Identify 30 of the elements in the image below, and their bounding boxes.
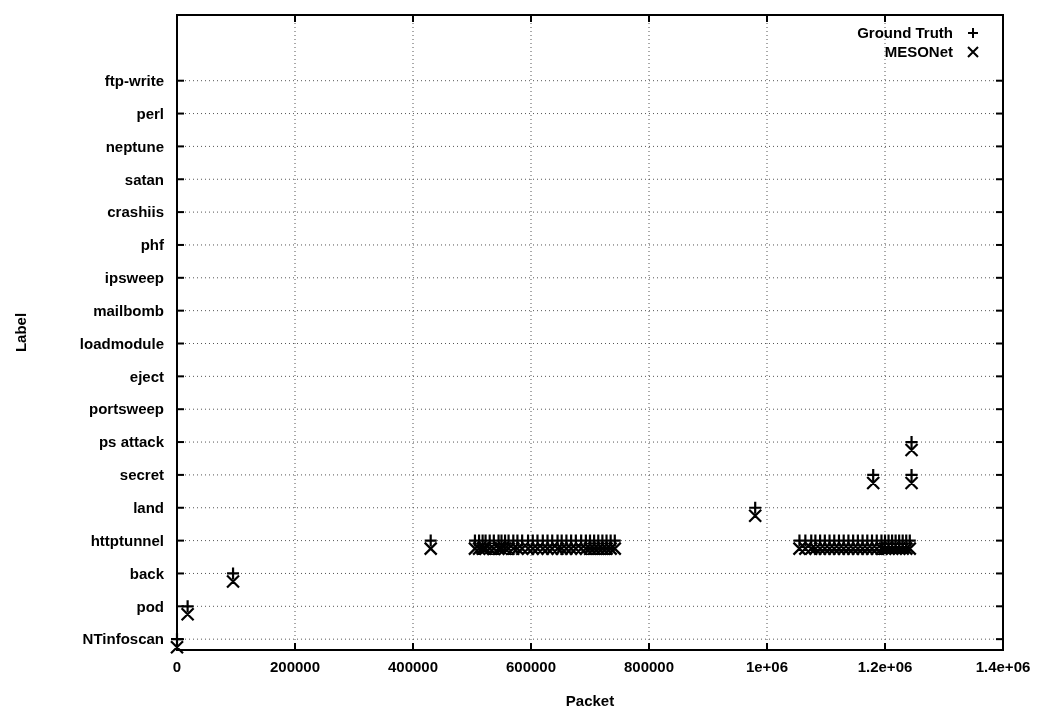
x-tick-label: 200000	[269, 658, 321, 675]
x-tick-label: 1e+06	[745, 658, 789, 675]
y-tick-label: pod	[136, 597, 164, 615]
y-tick-label: loadmodule	[79, 334, 164, 352]
legend-label: MESONet	[884, 43, 953, 61]
x-tick-label: 1.2e+06	[857, 658, 913, 675]
y-tick-label: eject	[129, 367, 164, 385]
x-tick-label: 0	[172, 658, 182, 675]
y-tick-label: ftp-write	[104, 71, 164, 89]
y-tick-label: portsweep	[88, 400, 164, 418]
y-tick-label: perl	[136, 104, 164, 122]
x-tick-label: 600000	[505, 658, 557, 675]
y-tick-label: back	[129, 564, 165, 582]
y-tick-label: httptunnel	[90, 531, 164, 549]
y-tick-label: mailbomb	[93, 301, 164, 319]
y-tick-label: ipsweep	[104, 269, 164, 287]
x-tick-label: 400000	[387, 658, 439, 675]
y-axis-title: Label	[12, 312, 29, 353]
x-tick-label: 800000	[623, 658, 675, 675]
y-tick-label: crashiis	[107, 203, 164, 221]
y-tick-label: ps attack	[98, 433, 165, 451]
y-tick-label: satan	[124, 170, 164, 188]
x-tick-label: 1.4e+06	[975, 658, 1031, 675]
legend-label: Ground Truth	[857, 24, 953, 42]
y-tick-label: land	[133, 499, 164, 517]
y-tick-label: NTinfoscan	[82, 630, 164, 648]
y-tick-label: secret	[119, 466, 164, 484]
x-axis-title: Packet	[565, 692, 615, 709]
y-tick-label: neptune	[105, 137, 164, 155]
y-tick-label: phf	[140, 236, 165, 254]
